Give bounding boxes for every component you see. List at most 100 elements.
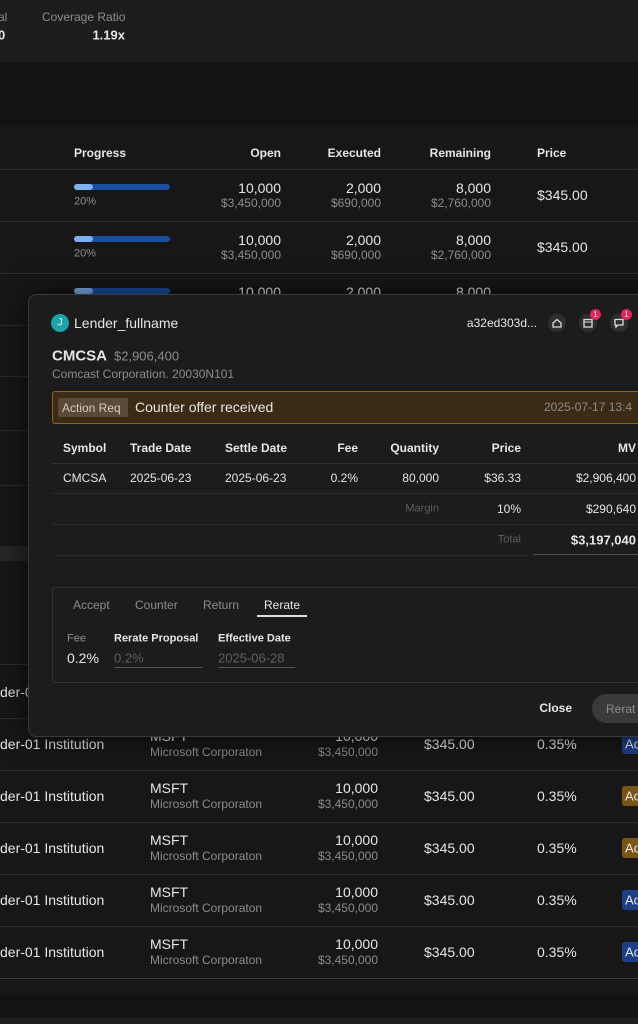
divider: [0, 485, 40, 486]
open-amount: $3,450,000: [220, 196, 281, 210]
executed-qty: 2,000: [345, 232, 381, 248]
company: Microsoft Corporaton: [150, 901, 263, 915]
close-button[interactable]: Close: [539, 701, 572, 715]
icon: [583, 318, 593, 328]
price: $345.00: [424, 736, 475, 752]
divider: [0, 273, 638, 274]
progress-fill: [74, 236, 94, 242]
divider: [0, 221, 638, 222]
summary-label: Coverage Ratio: [42, 10, 126, 24]
column-header: Remaining: [429, 146, 491, 160]
badge-count: 1: [624, 309, 629, 319]
status-label: Ac: [625, 736, 638, 752]
field-label: Effective Date: [218, 632, 291, 645]
progress-fill: [74, 184, 94, 190]
column-header: Settle Date: [225, 441, 288, 455]
column-header: Price: [491, 441, 521, 455]
divider: [52, 555, 532, 556]
lender-name: der-01 Institution: [0, 788, 105, 804]
progress-track: [74, 288, 170, 294]
column-header: Progress: [74, 146, 127, 160]
notification-badge: 1: [621, 309, 632, 320]
divider: [0, 169, 638, 170]
total-value: $3,197,040: [570, 532, 636, 548]
user-name: Lender_fullname: [74, 315, 179, 331]
trade-cell: CMCSA: [63, 471, 107, 485]
column-header: Quantity: [390, 441, 439, 455]
fee-value: 0.2%: [67, 650, 99, 666]
divider: [0, 926, 638, 927]
quantity: 10,000: [335, 832, 378, 848]
symbol: MSFT: [150, 832, 189, 848]
company: Microsoft Corporaton: [150, 797, 263, 811]
executed-qty: 2,000: [345, 180, 381, 196]
amount: $2,906,400: [114, 348, 180, 364]
company: Microsoft Corporaton: [150, 849, 263, 863]
rate: 0.35%: [537, 892, 577, 908]
open-qty: 10,000: [238, 180, 281, 196]
margin-value: $290,640: [585, 502, 636, 516]
field-label: Fee: [67, 632, 86, 645]
divider: [114, 667, 202, 668]
summary-bar: [0, 0, 638, 62]
price: $345.00: [424, 840, 475, 856]
remaining-amount: $2,760,000: [430, 196, 491, 210]
status-badge: Ac: [622, 786, 638, 806]
column-header: Fee: [337, 441, 358, 455]
lender-name: der-01 Institution: [0, 840, 105, 856]
status-label: Ac: [625, 892, 638, 908]
rerate-button[interactable]: Rerat: [592, 694, 638, 723]
column-header: Trade Date: [130, 441, 192, 455]
executed-amount: $690,000: [330, 196, 381, 210]
home-button[interactable]: [548, 314, 566, 332]
progress-fill: [74, 288, 94, 294]
notification-badge: 1: [590, 309, 601, 320]
quantity: 10,000: [335, 936, 378, 952]
column-header: Open: [250, 146, 281, 160]
tab[interactable]: Counter: [135, 598, 178, 612]
column-header: MV: [618, 441, 636, 455]
divider: [0, 978, 638, 979]
row-highlight: [0, 546, 30, 561]
trade-cell: 80,000: [402, 471, 439, 485]
rate: 0.35%: [537, 840, 577, 856]
symbol: CMCSA: [52, 347, 107, 365]
rerate-input[interactable]: 0.2%: [114, 650, 144, 666]
rerate-button-label: Rerat: [606, 701, 636, 716]
tab[interactable]: Rerate: [264, 598, 301, 612]
trade-cell: $36.33: [484, 471, 521, 485]
divider: [0, 325, 40, 326]
rate: 0.35%: [537, 788, 577, 804]
margin-rate: 10%: [496, 502, 521, 516]
amount: $3,450,000: [317, 901, 378, 915]
divider: [0, 430, 40, 431]
status-badge: Ac: [622, 838, 638, 858]
divider: [52, 493, 638, 494]
alert-banner: [52, 391, 638, 424]
rerate-modal: J Lender_fullname a32ed303d... 1 1 CMCSA $2,90…: [28, 294, 638, 737]
total-label: Total: [497, 533, 521, 546]
amount: $3,450,000: [317, 797, 378, 811]
open-qty: 10,000: [238, 232, 281, 248]
alert-message: Counter offer received: [135, 399, 274, 415]
tab[interactable]: Accept: [73, 598, 110, 612]
lender-name: der-01 Institution: [0, 736, 105, 752]
status-badge: Ac: [622, 942, 638, 962]
lender-name: der-0: [0, 684, 33, 700]
rate: 0.35%: [537, 944, 577, 960]
rate: 0.35%: [537, 736, 577, 752]
divider: [0, 822, 638, 823]
alert-tag: Action Req: [58, 398, 128, 417]
quantity: 10,000: [335, 884, 378, 900]
date-input[interactable]: 2025-06-28: [218, 650, 285, 666]
summary-value: 0: [0, 27, 6, 43]
tab[interactable]: Return: [203, 598, 240, 612]
column-header: Executed: [327, 146, 381, 160]
company: Microsoft Corporaton: [150, 745, 263, 759]
alert-tag-label: Action Req: [62, 400, 121, 415]
trade-cell: $2,906,400: [575, 471, 636, 485]
open-amount: $3,450,000: [220, 248, 281, 262]
price: $345.00: [424, 892, 475, 908]
symbol: MSFT: [150, 780, 189, 796]
summary-label: al: [0, 10, 8, 24]
